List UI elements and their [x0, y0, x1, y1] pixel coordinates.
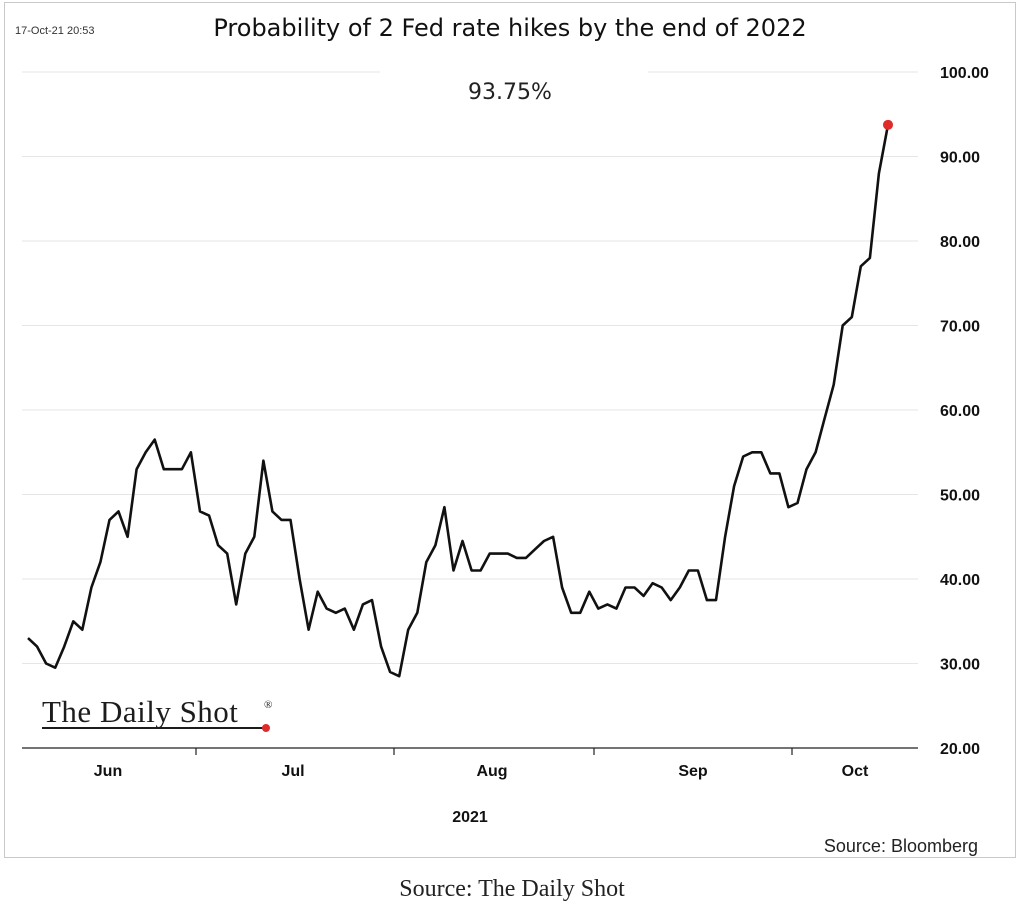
callout-gap: [380, 69, 648, 75]
chart-frame: [4, 2, 1016, 858]
y-tick-label: 100.00: [940, 65, 989, 82]
y-tick-label: 50.00: [940, 488, 980, 505]
daily-shot-logo: The Daily Shot: [42, 694, 239, 729]
y-tick-label: 90.00: [940, 150, 980, 167]
x-axis-title: 2021: [452, 809, 488, 826]
y-tick-label: 20.00: [940, 741, 980, 758]
x-tick-label: Jun: [94, 763, 122, 780]
y-tick-label: 40.00: [940, 572, 980, 589]
timestamp: 17-Oct-21 20:53: [15, 25, 95, 37]
y-tick-label: 30.00: [940, 657, 980, 674]
series-line: [27, 124, 890, 678]
logo-red-dot: [262, 724, 270, 732]
x-tick-label: Sep: [678, 763, 708, 780]
y-tick-label: 80.00: [940, 234, 980, 251]
latest-value-callout: 93.75%: [468, 80, 552, 105]
y-tick-label: 70.00: [940, 319, 980, 336]
last-point-marker: [883, 119, 893, 130]
registered-mark: ®: [264, 699, 273, 711]
x-tick-label: Aug: [476, 763, 507, 780]
x-tick-label: Jul: [281, 763, 304, 780]
y-tick-label: 60.00: [940, 403, 980, 420]
chart-title: Probability of 2 Fed rate hikes by the e…: [213, 14, 807, 42]
source-bloomberg: Source: Bloomberg: [823, 836, 978, 856]
figure-caption: Source: The Daily Shot: [399, 876, 625, 902]
logo-underline: [42, 727, 264, 729]
x-tick-label: Oct: [842, 763, 869, 780]
